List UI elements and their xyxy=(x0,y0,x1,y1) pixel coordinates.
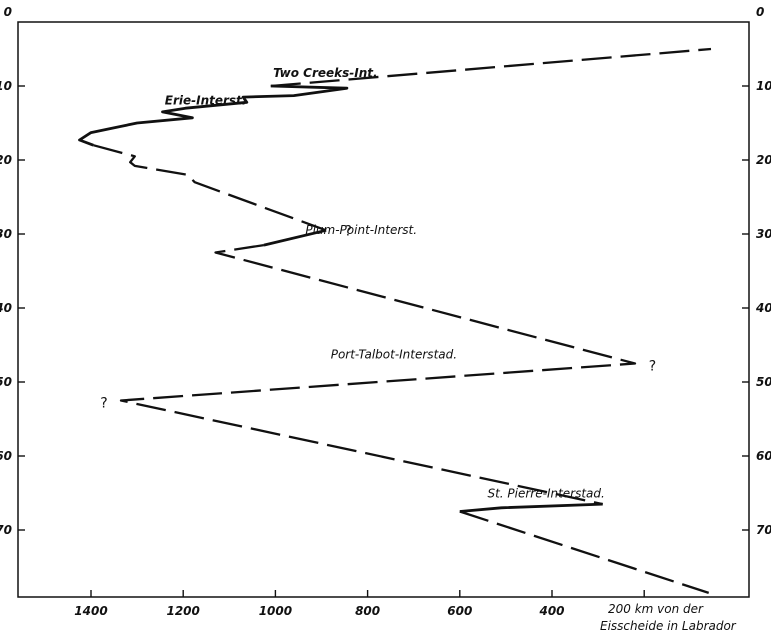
x-tick-label: 1400 xyxy=(74,604,107,618)
x-tick-label: 600 xyxy=(447,604,472,618)
question-mark: ? xyxy=(345,223,352,239)
y-tick-right-label: 60 xyxy=(756,449,771,463)
y-tick-right-label: 50 xyxy=(756,375,771,389)
x-tick-label: 1000 xyxy=(259,604,292,618)
x-tick-label: 1200 xyxy=(166,604,199,618)
solid-line-segment-5 xyxy=(459,502,603,513)
y-tick-left-label: 0 xyxy=(4,5,12,19)
plot-frame xyxy=(17,21,750,598)
y-tick-right-label: 40 xyxy=(755,301,771,315)
labels: 0 10 20 30 40 50 60 70 0 10 20 30 40 50 60 70 1400 1200 10… xyxy=(0,5,771,618)
dashed-line-segment-1 xyxy=(270,47,712,88)
x-tick-label: 800 xyxy=(355,604,380,618)
x-axis-title-line-1: 200 km von der xyxy=(608,602,704,616)
y-tick-left-label: 10 xyxy=(0,79,12,93)
y-tick-right-label: 30 xyxy=(756,227,771,241)
y-tick-right-label: 0 xyxy=(756,5,764,19)
interstadial-label: St. Pierre-Interstad. xyxy=(487,486,604,500)
y-tick-left-label: 40 xyxy=(0,301,12,315)
interstadial-label: Two Creeks-Int. xyxy=(273,66,377,80)
solid-line-segment-0 xyxy=(78,84,349,147)
dashed-line-segment-6 xyxy=(459,510,710,594)
y-tick-left-label: 60 xyxy=(0,449,12,463)
dashed-line-segment-2 xyxy=(93,144,327,232)
interstadial-label: Erie-Interst. xyxy=(165,94,247,108)
interstadial-label: Port-Talbot-Interstad. xyxy=(331,347,457,361)
y-tick-right-label: 70 xyxy=(756,523,771,537)
solid-line-segment-3 xyxy=(263,228,327,247)
question-mark: ? xyxy=(649,359,656,375)
ticks xyxy=(18,85,749,597)
series xyxy=(78,47,712,594)
y-tick-right-label: 20 xyxy=(756,153,771,167)
dashed-line-segment-4 xyxy=(119,243,637,506)
y-tick-left-label: 20 xyxy=(0,153,12,167)
y-tick-left-label: 70 xyxy=(0,523,12,537)
interstadial-label: Plum-Point-Interst. xyxy=(305,223,417,237)
y-tick-left-label: 50 xyxy=(0,375,12,389)
question-mark: ? xyxy=(100,396,107,412)
x-tick-label: 400 xyxy=(538,604,564,618)
y-tick-right-label: 10 xyxy=(756,79,771,93)
y-tick-left-label: 30 xyxy=(0,227,12,241)
x-axis-title-line-2: Eisscheide in Labrador xyxy=(600,619,737,633)
